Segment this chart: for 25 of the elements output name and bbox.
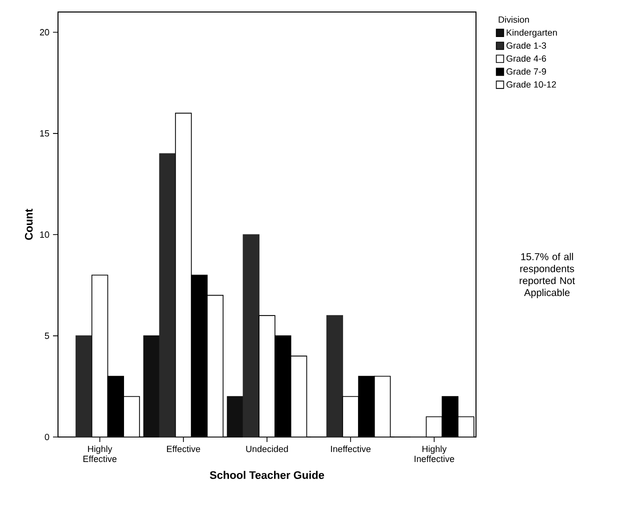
y-tick-label: 10 [40, 231, 50, 238]
bar [143, 335, 160, 438]
x-tick-label: Undecided [246, 446, 288, 452]
bar [226, 396, 244, 438]
x-axis-title: School Teacher Guide [210, 470, 324, 479]
y-tick-label: 15 [40, 130, 50, 137]
legend-label: Grade 10-12 [506, 81, 556, 88]
x-tick-label: Highly Effective [83, 446, 117, 462]
y-tick-label: 0 [44, 434, 50, 440]
y-axis-title: Count [24, 208, 33, 240]
x-tick-label: Highly Ineffective [414, 446, 454, 462]
x-tick-label: Ineffective [331, 446, 371, 452]
bar [159, 153, 176, 438]
legend-label: Grade 4-6 [506, 55, 546, 62]
legend-label: Kindergarten [506, 29, 557, 38]
legend-title: Division [498, 16, 529, 23]
x-tick-label: Effective [167, 446, 200, 452]
y-tick-label: 20 [40, 29, 50, 36]
bar [326, 315, 344, 438]
bar [242, 234, 260, 438]
y-tick-label: 5 [44, 332, 50, 339]
legend-label: Grade 7-9 [506, 68, 546, 75]
text: 15.7% of all respondents reported Not Applicable [520, 252, 575, 298]
bar [76, 335, 92, 438]
legend-label: Grade 1-3 [506, 42, 546, 49]
